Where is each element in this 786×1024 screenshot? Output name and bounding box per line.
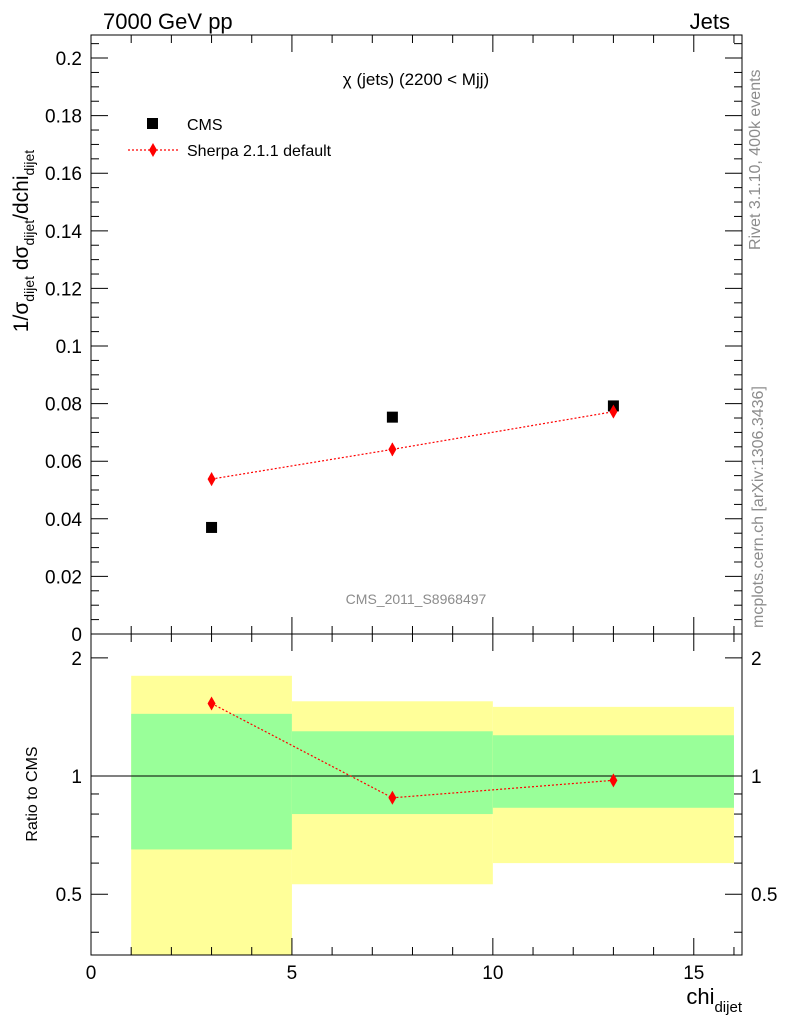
sherpa-line — [211, 411, 614, 480]
main-panel: 00.020.040.060.080.10.120.140.160.180.2 … — [10, 34, 743, 646]
ratio-ytick-label-left: 2 — [71, 649, 82, 670]
ratio-ylabel: Ratio to CMS — [24, 746, 41, 841]
main-ytick-label: 0.16 — [45, 164, 82, 185]
ratio-ytick-label-left: 1 — [71, 767, 82, 788]
main-ytick-label: 0.1 — [56, 337, 82, 358]
ratio-ytick-label-right: 2 — [751, 649, 762, 670]
xtick-label: 5 — [287, 963, 298, 984]
ratio-frame — [90, 633, 743, 956]
mcplots-label: mcplots.cern.ch [arXiv:1306.3436] — [750, 386, 767, 628]
main-ytick-label: 0.08 — [45, 395, 82, 416]
rivet-label: Rivet 3.1.10, 400k events — [747, 69, 764, 250]
main-ytick-label: 0.12 — [45, 279, 82, 300]
ratio-sherpa-point — [207, 696, 216, 711]
sherpa-point — [207, 472, 216, 487]
sherpa-point — [609, 404, 618, 419]
ratio-xlabel: chidijet — [686, 984, 742, 1016]
main-ytick-label: 0.2 — [56, 49, 82, 70]
uncertainty-band-inner — [492, 735, 734, 808]
legend-marker-sherpa — [149, 143, 157, 157]
main-ytick-label: 0.18 — [45, 107, 82, 128]
header-left-label: 7000 GeV pp — [103, 9, 233, 34]
ratio-ytick-label-right: 0.5 — [751, 885, 777, 906]
cms-data-point — [206, 521, 218, 533]
ratio-sherpa-point — [388, 790, 397, 805]
main-title: χ (jets) (2200 < Mjj) — [343, 70, 489, 89]
ratio-panel: 0.5 0.5 1 1 2 2 0 5 10 15 Ratio to CMS chidijet — [24, 633, 777, 1016]
ratio-sherpa-point — [609, 773, 618, 788]
legend: CMS Sherpa 2.1.1 default — [128, 117, 332, 160]
header-right-label: Jets — [690, 9, 730, 34]
legend-label-cms: CMS — [187, 117, 223, 134]
legend-label-sherpa: Sherpa 2.1.1 default — [187, 143, 332, 160]
main-ytick-label: 0 — [71, 625, 82, 646]
uncertainty-band-inner — [131, 713, 292, 850]
cms-data-point — [386, 411, 398, 423]
watermark: CMS_2011_S8968497 — [346, 591, 487, 607]
sherpa-point — [388, 442, 397, 457]
ratio-ytick-label-right: 1 — [751, 767, 762, 788]
ratio-ytick-label-left: 0.5 — [56, 885, 82, 906]
xtick-label: 15 — [683, 963, 704, 984]
legend-marker-cms — [147, 118, 158, 129]
main-ytick-label: 0.06 — [45, 452, 82, 473]
main-ylabel: 1/σdijet dσdijet/dchidijet — [10, 150, 37, 332]
main-ytick-label: 0.04 — [45, 510, 82, 531]
main-ytick-label: 0.14 — [45, 222, 82, 243]
xtick-label: 0 — [86, 963, 97, 984]
xtick-label: 10 — [482, 963, 503, 984]
main-ytick-label: 0.02 — [45, 567, 82, 588]
